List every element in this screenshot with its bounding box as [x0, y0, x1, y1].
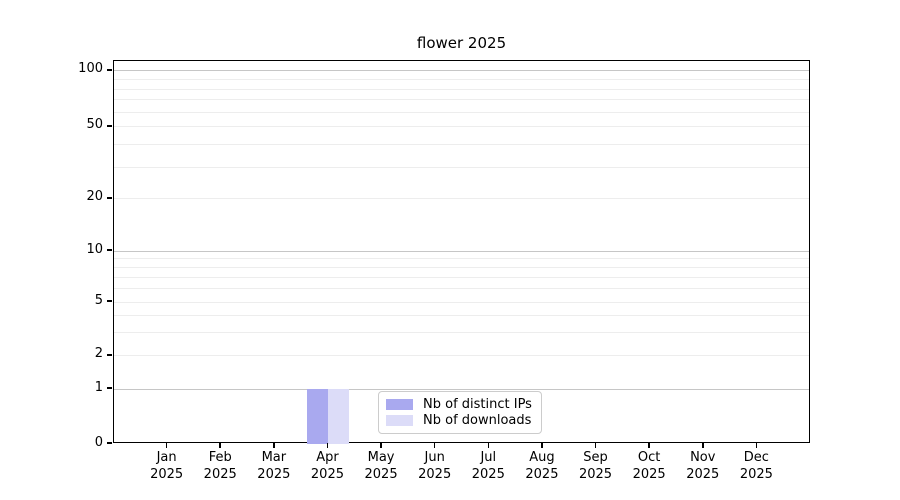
x-tick-mark: [273, 443, 275, 448]
x-tick-month: Dec: [743, 450, 769, 465]
major-gridline: [114, 388, 809, 390]
major-gridline: [114, 70, 809, 72]
x-tick-label: Aug 2025: [510, 449, 574, 483]
x-tick-label: Jun 2025: [403, 449, 467, 483]
y-tick-label: 1: [94, 379, 103, 395]
x-tick-month: May: [367, 450, 395, 465]
major-gridline: [114, 301, 809, 303]
y-tick-label: 5: [94, 292, 103, 308]
y-tick-mark: [107, 249, 112, 251]
x-tick-mark: [219, 443, 221, 448]
x-tick-label: Apr 2025: [295, 449, 359, 483]
legend-swatch: [386, 415, 413, 426]
x-tick-month: Jul: [480, 450, 497, 465]
minor-gridline: [114, 258, 809, 260]
x-tick-label: Oct 2025: [617, 449, 681, 483]
x-tick-label: Dec 2025: [724, 449, 788, 483]
x-tick-month: Jan: [156, 450, 177, 465]
y-tick-label: 20: [86, 189, 103, 205]
x-tick-year: 2025: [203, 467, 237, 482]
x-tick-year: 2025: [150, 467, 184, 482]
x-tick-mark: [648, 443, 650, 448]
x-tick-year: 2025: [257, 467, 291, 482]
legend: Nb of distinct IPs Nb of downloads: [378, 391, 542, 434]
legend-row: Nb of distinct IPs: [386, 397, 533, 412]
major-gridline: [114, 355, 809, 357]
x-tick-month: Jun: [424, 450, 445, 465]
minor-gridline: [114, 314, 809, 316]
x-tick-year: 2025: [686, 467, 720, 482]
x-tick-year: 2025: [310, 467, 344, 482]
y-tick-mark: [107, 354, 112, 356]
legend-row: Nb of downloads: [386, 413, 533, 428]
y-tick-mark: [107, 442, 112, 444]
x-tick-year: 2025: [525, 467, 559, 482]
x-tick-mark: [326, 443, 329, 448]
y-tick-label: 100: [78, 61, 103, 77]
plot-area: [113, 60, 810, 444]
legend-label: Nb of distinct IPs: [423, 397, 532, 412]
x-tick-label: Feb 2025: [188, 449, 252, 483]
minor-gridline: [114, 88, 809, 90]
x-tick-month: Aug: [529, 450, 555, 465]
x-tick-year: 2025: [471, 467, 505, 482]
x-tick-month: Feb: [208, 450, 232, 465]
bar-nb-of-distinct-ips: [307, 389, 329, 444]
x-tick-year: 2025: [739, 467, 773, 482]
x-tick-mark: [702, 443, 704, 448]
x-tick-label: Sep 2025: [564, 449, 628, 483]
x-tick-year: 2025: [364, 467, 398, 482]
x-tick-mark: [433, 443, 436, 448]
x-tick-mark: [594, 443, 597, 448]
minor-gridline: [114, 79, 809, 80]
x-tick-label: Jul 2025: [456, 449, 520, 483]
legend-swatch: [386, 399, 413, 410]
x-tick-mark: [165, 443, 168, 448]
x-tick-month: Oct: [637, 450, 661, 465]
x-tick-month: Nov: [690, 450, 716, 465]
y-tick-label: 2: [94, 346, 103, 362]
x-tick-mark: [541, 443, 543, 448]
minor-gridline: [114, 111, 809, 113]
major-gridline: [114, 126, 809, 128]
bar-nb-of-downloads: [328, 389, 350, 444]
y-tick-label: 10: [86, 241, 103, 257]
y-tick-mark: [107, 125, 112, 127]
minor-gridline: [114, 266, 809, 268]
x-tick-month: Apr: [316, 450, 339, 465]
x-tick-label: May 2025: [349, 449, 413, 483]
major-gridline: [114, 198, 809, 200]
x-tick-month: Mar: [261, 450, 287, 465]
y-tick-mark: [107, 387, 112, 389]
x-tick-year: 2025: [418, 467, 452, 482]
chart-title: flower 2025: [416, 34, 507, 52]
major-gridline: [114, 250, 809, 252]
x-tick-label: Mar 2025: [242, 449, 306, 483]
x-tick-year: 2025: [578, 467, 613, 482]
minor-gridline: [114, 144, 809, 146]
minor-gridline: [114, 99, 809, 101]
x-tick-label: Nov 2025: [671, 449, 735, 483]
minor-gridline: [114, 166, 809, 168]
y-tick-mark: [107, 197, 112, 199]
x-tick-month: Sep: [583, 450, 608, 465]
minor-gridline: [114, 288, 809, 290]
x-tick-mark: [380, 443, 382, 448]
x-tick-mark: [487, 443, 490, 448]
y-tick-mark: [107, 300, 112, 302]
minor-gridline: [114, 331, 809, 333]
x-tick-label: Jan 2025: [135, 449, 199, 483]
minor-gridline: [114, 276, 809, 278]
y-tick-label: 0: [94, 434, 103, 450]
x-tick-mark: [755, 443, 758, 448]
x-tick-year: 2025: [632, 467, 666, 482]
y-tick-label: 50: [86, 117, 103, 133]
legend-label: Nb of downloads: [423, 413, 532, 428]
y-tick-mark: [107, 69, 112, 71]
